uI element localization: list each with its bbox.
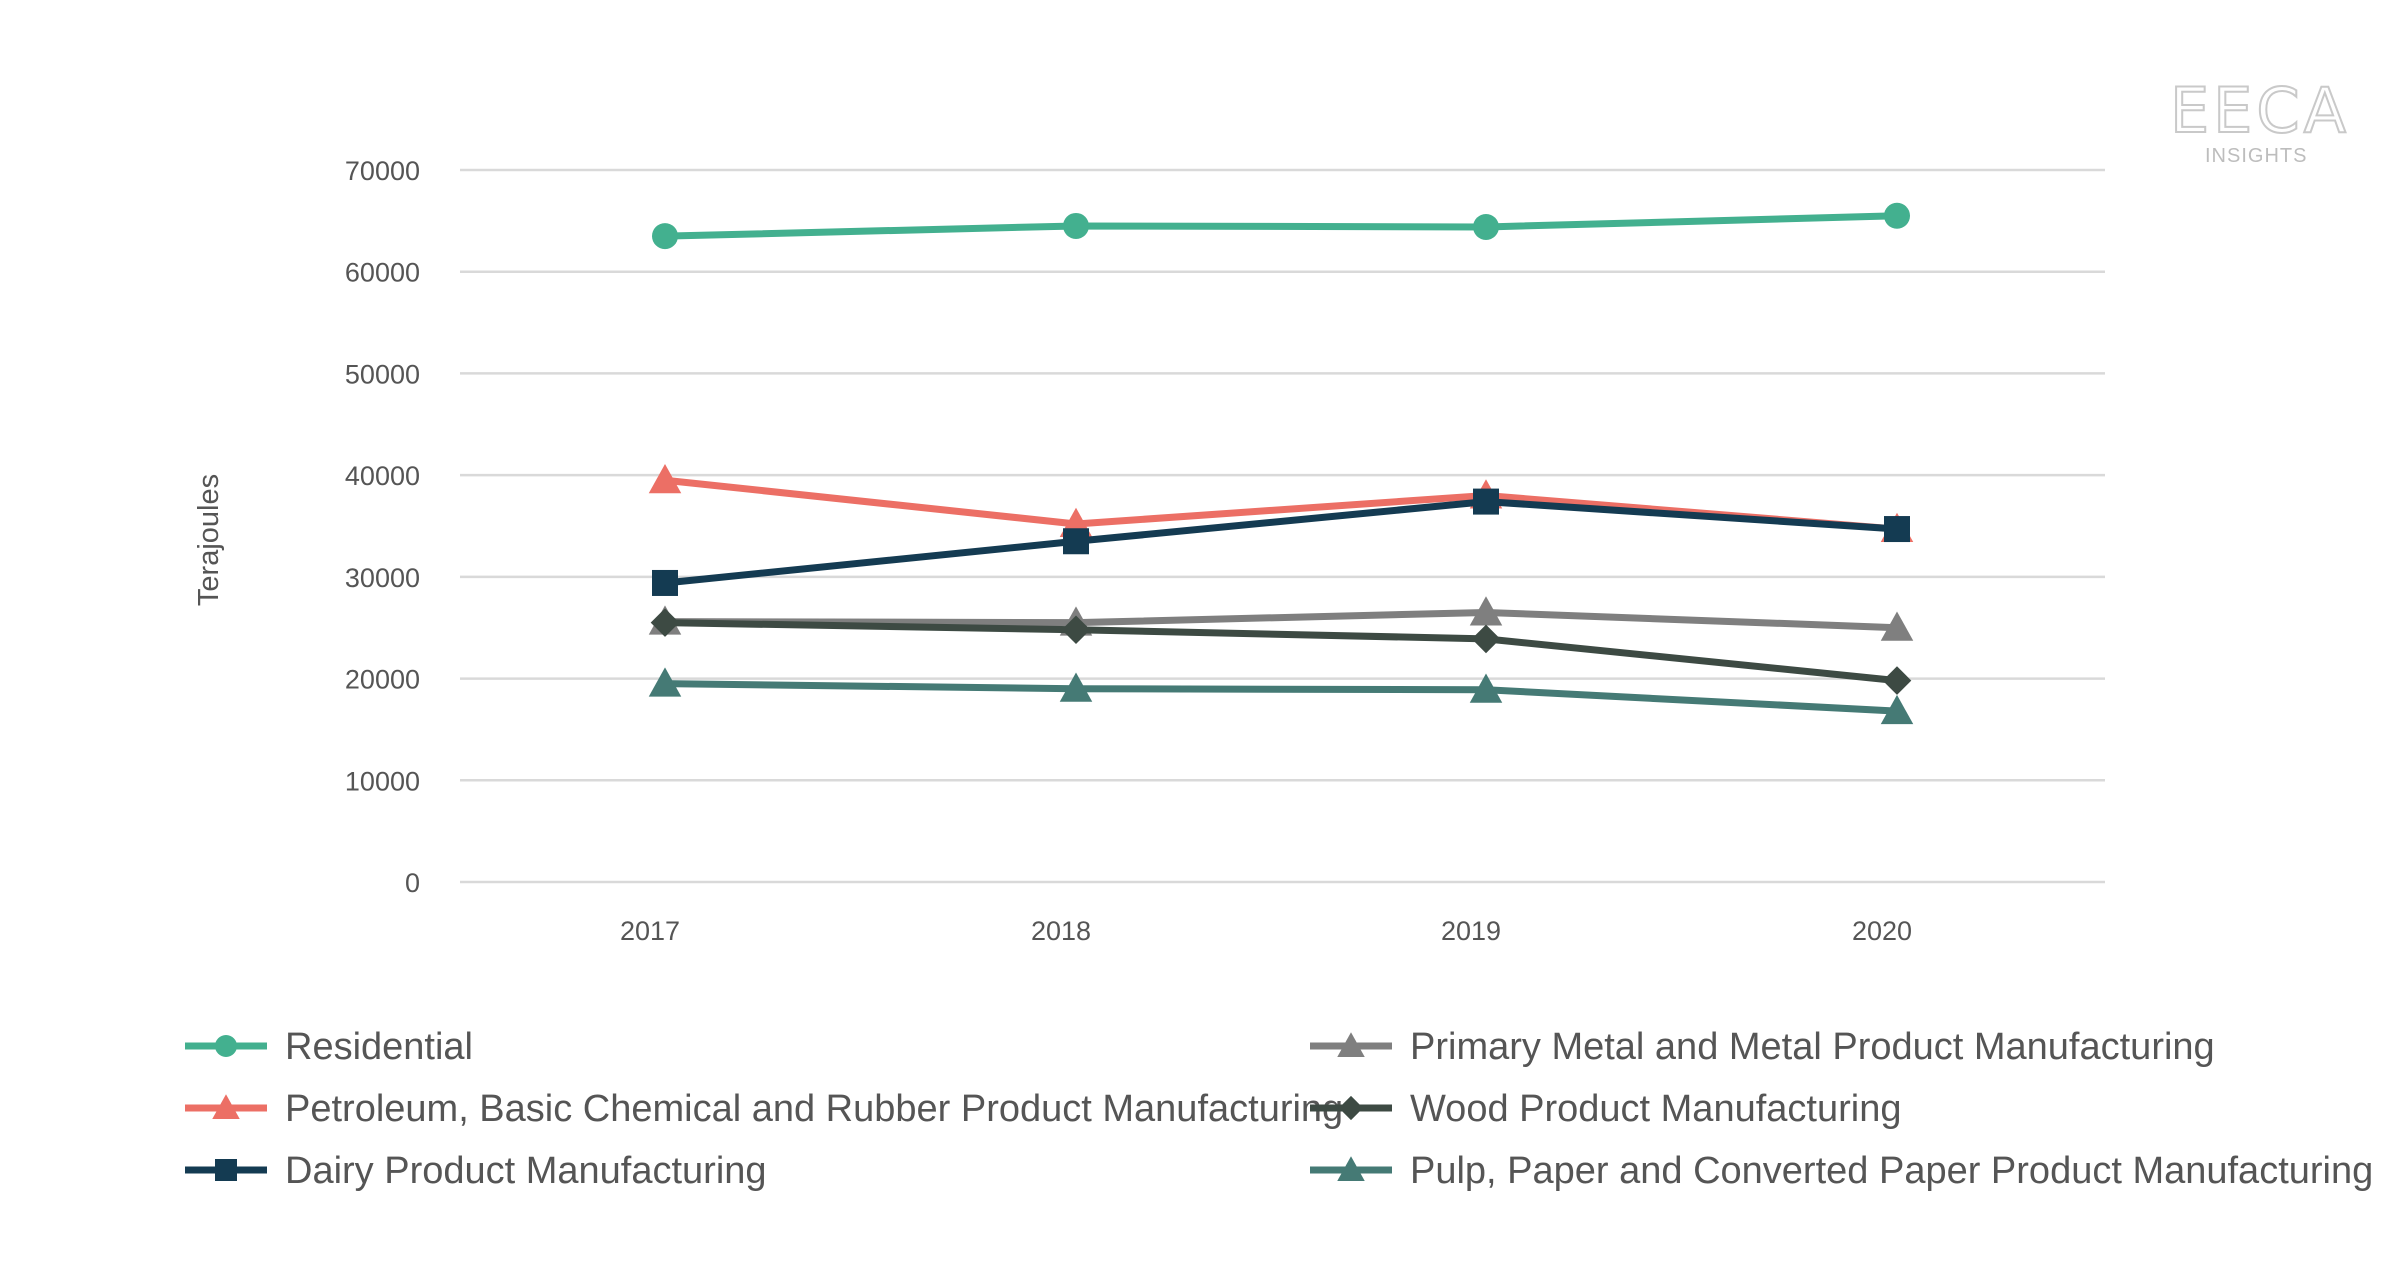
legend-label: Pulp, Paper and Converted Paper Product … bbox=[1410, 1150, 2373, 1192]
legend-label: Dairy Product Manufacturing bbox=[285, 1150, 767, 1192]
legend-swatch-marker bbox=[1337, 1156, 1365, 1181]
eeca-insights-logo: EECA INSIGHTS bbox=[2169, 73, 2350, 167]
series-line bbox=[661, 498, 1901, 587]
data-point bbox=[652, 223, 678, 250]
series-0 bbox=[652, 202, 1910, 250]
legend-swatch-marker bbox=[1338, 1095, 1364, 1121]
legend-item: Dairy Product Manufacturing bbox=[185, 1150, 767, 1192]
legend-swatch-marker bbox=[215, 1159, 237, 1181]
y-axis-label: Terajoules bbox=[193, 474, 225, 606]
data-point bbox=[1884, 202, 1910, 229]
data-point bbox=[1880, 611, 1914, 641]
series-4 bbox=[650, 608, 1912, 695]
data-point bbox=[1473, 213, 1499, 240]
x-tick-label: 2019 bbox=[1441, 916, 1501, 946]
data-point bbox=[1880, 694, 1914, 725]
data-point bbox=[652, 569, 678, 596]
legend-swatch-marker bbox=[1337, 1032, 1365, 1057]
legend: Residential Petroleum, Basic Chemical and… bbox=[185, 1026, 2373, 1192]
legend-label: Primary Metal and Metal Product Manufact… bbox=[1410, 1026, 2215, 1068]
y-tick-label: 50000 bbox=[345, 359, 420, 389]
y-axis-ticks: 0 10000 20000 30000 40000 50000 60000 70000 bbox=[345, 156, 420, 898]
legend-label: Residential bbox=[285, 1026, 473, 1068]
series-2 bbox=[652, 488, 1910, 596]
data-point bbox=[1884, 516, 1910, 543]
y-tick-label: 20000 bbox=[345, 665, 420, 695]
series-line bbox=[661, 212, 1901, 240]
data-point bbox=[648, 463, 682, 494]
y-tick-label: 70000 bbox=[345, 156, 420, 186]
data-point bbox=[1469, 673, 1503, 703]
data-point bbox=[1061, 615, 1091, 645]
data-point bbox=[1469, 596, 1503, 626]
logo-main-text: EECA bbox=[2170, 74, 2350, 147]
data-point bbox=[650, 608, 680, 637]
data-point bbox=[1059, 672, 1093, 702]
legend-label: Petroleum, Basic Chemical and Rubber Pro… bbox=[285, 1088, 1343, 1130]
series-line bbox=[661, 680, 1901, 715]
y-tick-label: 40000 bbox=[345, 461, 420, 491]
legend-item: Residential bbox=[185, 1026, 473, 1068]
series-line bbox=[661, 608, 1901, 632]
data-point bbox=[1471, 624, 1501, 654]
x-tick-label: 2020 bbox=[1852, 916, 1912, 946]
legend-item: Petroleum, Basic Chemical and Rubber Pro… bbox=[185, 1088, 1343, 1130]
legend-label: Wood Product Manufacturing bbox=[1410, 1088, 1901, 1130]
data-point bbox=[1063, 212, 1089, 239]
legend-item: Primary Metal and Metal Product Manufact… bbox=[1310, 1026, 2215, 1068]
y-tick-label: 30000 bbox=[345, 563, 420, 593]
data-point bbox=[1882, 666, 1912, 695]
legend-item: Pulp, Paper and Converted Paper Product … bbox=[1310, 1150, 2373, 1192]
x-tick-label: 2018 bbox=[1031, 916, 1091, 946]
data-point bbox=[1473, 488, 1499, 515]
y-tick-label: 60000 bbox=[345, 258, 420, 288]
series-group bbox=[648, 202, 1914, 725]
data-point bbox=[648, 667, 682, 697]
series-line bbox=[661, 619, 1901, 685]
data-point bbox=[1063, 528, 1089, 555]
series-5 bbox=[648, 667, 1914, 725]
x-tick-label: 2017 bbox=[620, 916, 680, 946]
y-tick-label: 0 bbox=[405, 868, 420, 898]
x-axis-ticks: 2017 2018 2019 2020 bbox=[620, 916, 1912, 946]
y-tick-label: 10000 bbox=[345, 766, 420, 796]
legend-swatch-marker bbox=[212, 1094, 240, 1119]
legend-item: Wood Product Manufacturing bbox=[1310, 1088, 1901, 1130]
logo-sub-text: INSIGHTS bbox=[2205, 145, 2307, 167]
legend-swatch-marker bbox=[215, 1035, 237, 1057]
